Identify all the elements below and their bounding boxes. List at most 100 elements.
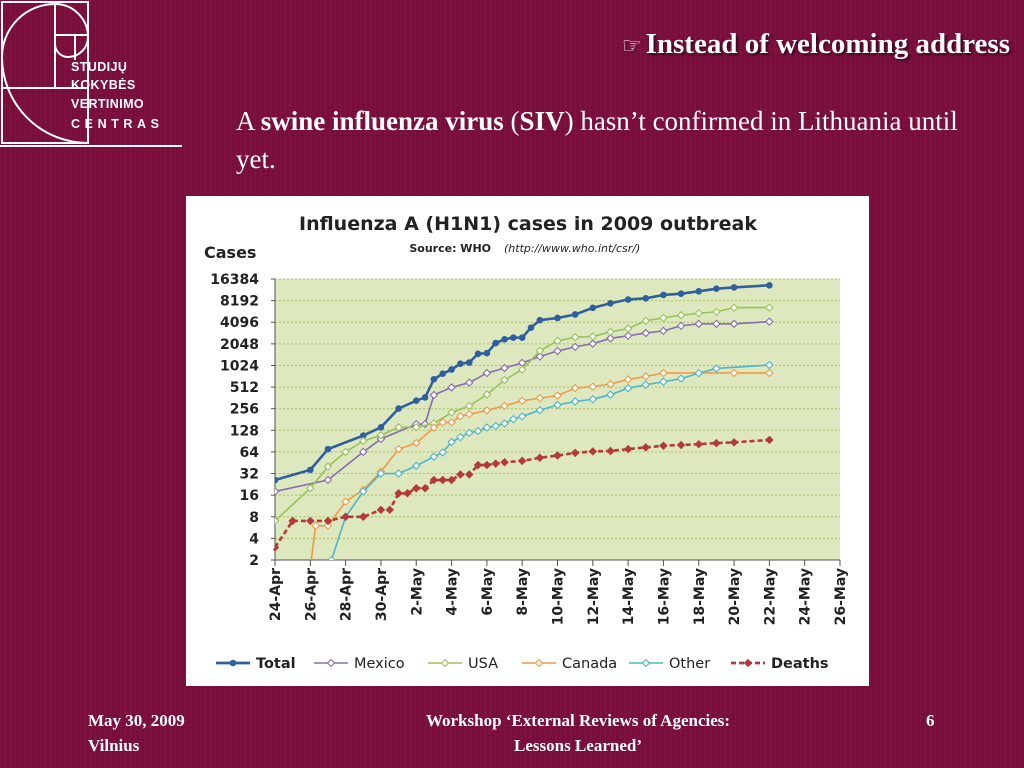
- deaths-point: [765, 435, 774, 445]
- footer-workshop: Workshop ‘External Reviews of Agencies: …: [368, 708, 788, 758]
- logo-golden-spiral-icon: [0, 1, 182, 147]
- canada-point: [323, 521, 333, 531]
- canada-point: [429, 423, 439, 432]
- canada-point: [641, 372, 651, 381]
- total-point: [501, 335, 508, 343]
- intro-paragraph: A swine influenza virus (SIV) hasn’t con…: [236, 102, 966, 178]
- other-point: [438, 448, 448, 457]
- mexico-point: [429, 390, 439, 400]
- usa-point: [765, 303, 774, 312]
- total-point: [275, 476, 279, 484]
- x-tick-label: 4-May: [445, 568, 461, 616]
- deaths-point: [447, 475, 456, 485]
- canada-point: [517, 396, 527, 406]
- y-tick-label: 4096: [220, 315, 259, 331]
- deaths-point: [623, 444, 633, 454]
- usa-point: [411, 423, 421, 432]
- total-point: [713, 285, 720, 292]
- legend-marker-canada: [534, 658, 544, 668]
- canada-point: [606, 379, 615, 389]
- deaths-point: [473, 460, 483, 470]
- mexico-point: [765, 317, 774, 326]
- footer-date: May 30, 2009: [88, 711, 185, 730]
- logo-line-1: STUDIJŲ: [71, 60, 128, 74]
- other-point: [500, 419, 509, 428]
- y-tick-label: 512: [230, 380, 259, 396]
- total-point: [571, 311, 579, 318]
- usa-point: [341, 447, 350, 457]
- canada-point: [570, 383, 580, 393]
- x-tick-label: 8-May: [515, 568, 531, 616]
- total-point: [377, 423, 385, 431]
- y-tick-label: 4: [249, 531, 259, 547]
- canada-point: [623, 375, 633, 384]
- footer-workshop-line-2: Lessons Learned’: [514, 736, 642, 755]
- x-tick-label: 22-May: [762, 568, 778, 625]
- other-point: [429, 452, 439, 461]
- total-point: [554, 314, 561, 322]
- other-point: [509, 414, 518, 424]
- other-point: [464, 428, 474, 438]
- other-point: [570, 397, 580, 406]
- usa-point: [275, 516, 280, 526]
- total-point: [448, 366, 455, 373]
- legend-marker-other: [641, 658, 651, 668]
- usa-point: [712, 307, 721, 317]
- mexico-point: [500, 363, 509, 373]
- usa-point: [500, 375, 509, 385]
- canada-point: [729, 368, 739, 378]
- legend-label-other: Other: [669, 656, 710, 672]
- deaths-point: [288, 516, 297, 526]
- deaths-point: [517, 456, 527, 466]
- total-point: [677, 290, 685, 297]
- usa-point: [676, 310, 686, 320]
- canada-point: [411, 438, 421, 448]
- deaths-point: [641, 443, 651, 452]
- canada-point: [553, 391, 562, 400]
- total-point: [421, 394, 429, 401]
- legend-marker-usa: [440, 658, 450, 668]
- mexico-point: [694, 319, 704, 329]
- total-point: [536, 316, 544, 324]
- deaths-point: [376, 505, 386, 515]
- total-point: [730, 284, 738, 291]
- other-point: [456, 432, 465, 442]
- legend-label-usa: USA: [468, 656, 498, 672]
- x-tick-label: 14-May: [621, 568, 637, 625]
- canada-point: [447, 418, 456, 427]
- mexico-point: [588, 339, 598, 348]
- y-tick-label: 1024: [220, 358, 259, 374]
- usa-point: [359, 436, 368, 446]
- chart-container: Influenza A (H1N1) cases in 2009 outbrea…: [186, 196, 869, 686]
- intro-part-1: A: [236, 106, 261, 136]
- legend-marker-deaths: [743, 658, 753, 668]
- canada-point: [659, 368, 668, 378]
- x-tick-label: 28-Apr: [339, 568, 355, 621]
- deaths-point: [420, 483, 430, 493]
- canada-point: [500, 401, 509, 411]
- legend-marker-mexico: [326, 658, 336, 668]
- other-point: [535, 405, 545, 415]
- mexico-point: [659, 326, 668, 336]
- x-tick-label: 24-May: [798, 568, 814, 625]
- usa-point: [729, 303, 739, 312]
- usa-point: [535, 346, 545, 356]
- mexico-point: [447, 383, 456, 392]
- logo: STUDIJŲ KOKYBĖS VERTINIMO CENTRAS: [0, 0, 190, 150]
- canada-point: [588, 382, 598, 391]
- legend-label-deaths: Deaths: [771, 656, 829, 672]
- canada-point: [438, 418, 448, 427]
- other-point: [694, 368, 704, 378]
- mexico-point: [359, 447, 368, 457]
- usa-point: [323, 462, 333, 471]
- other-point: [473, 426, 483, 436]
- x-tick-label: 20-May: [727, 568, 743, 625]
- mexico-point: [729, 319, 739, 329]
- deaths-point: [341, 512, 350, 522]
- usa-point: [306, 483, 315, 493]
- mexico-point: [553, 346, 562, 356]
- other-point: [482, 423, 492, 432]
- slide-title: ☞ Instead of welcoming address: [622, 28, 1010, 61]
- mexico-point: [464, 378, 474, 387]
- legend-label-canada: Canada: [562, 656, 617, 672]
